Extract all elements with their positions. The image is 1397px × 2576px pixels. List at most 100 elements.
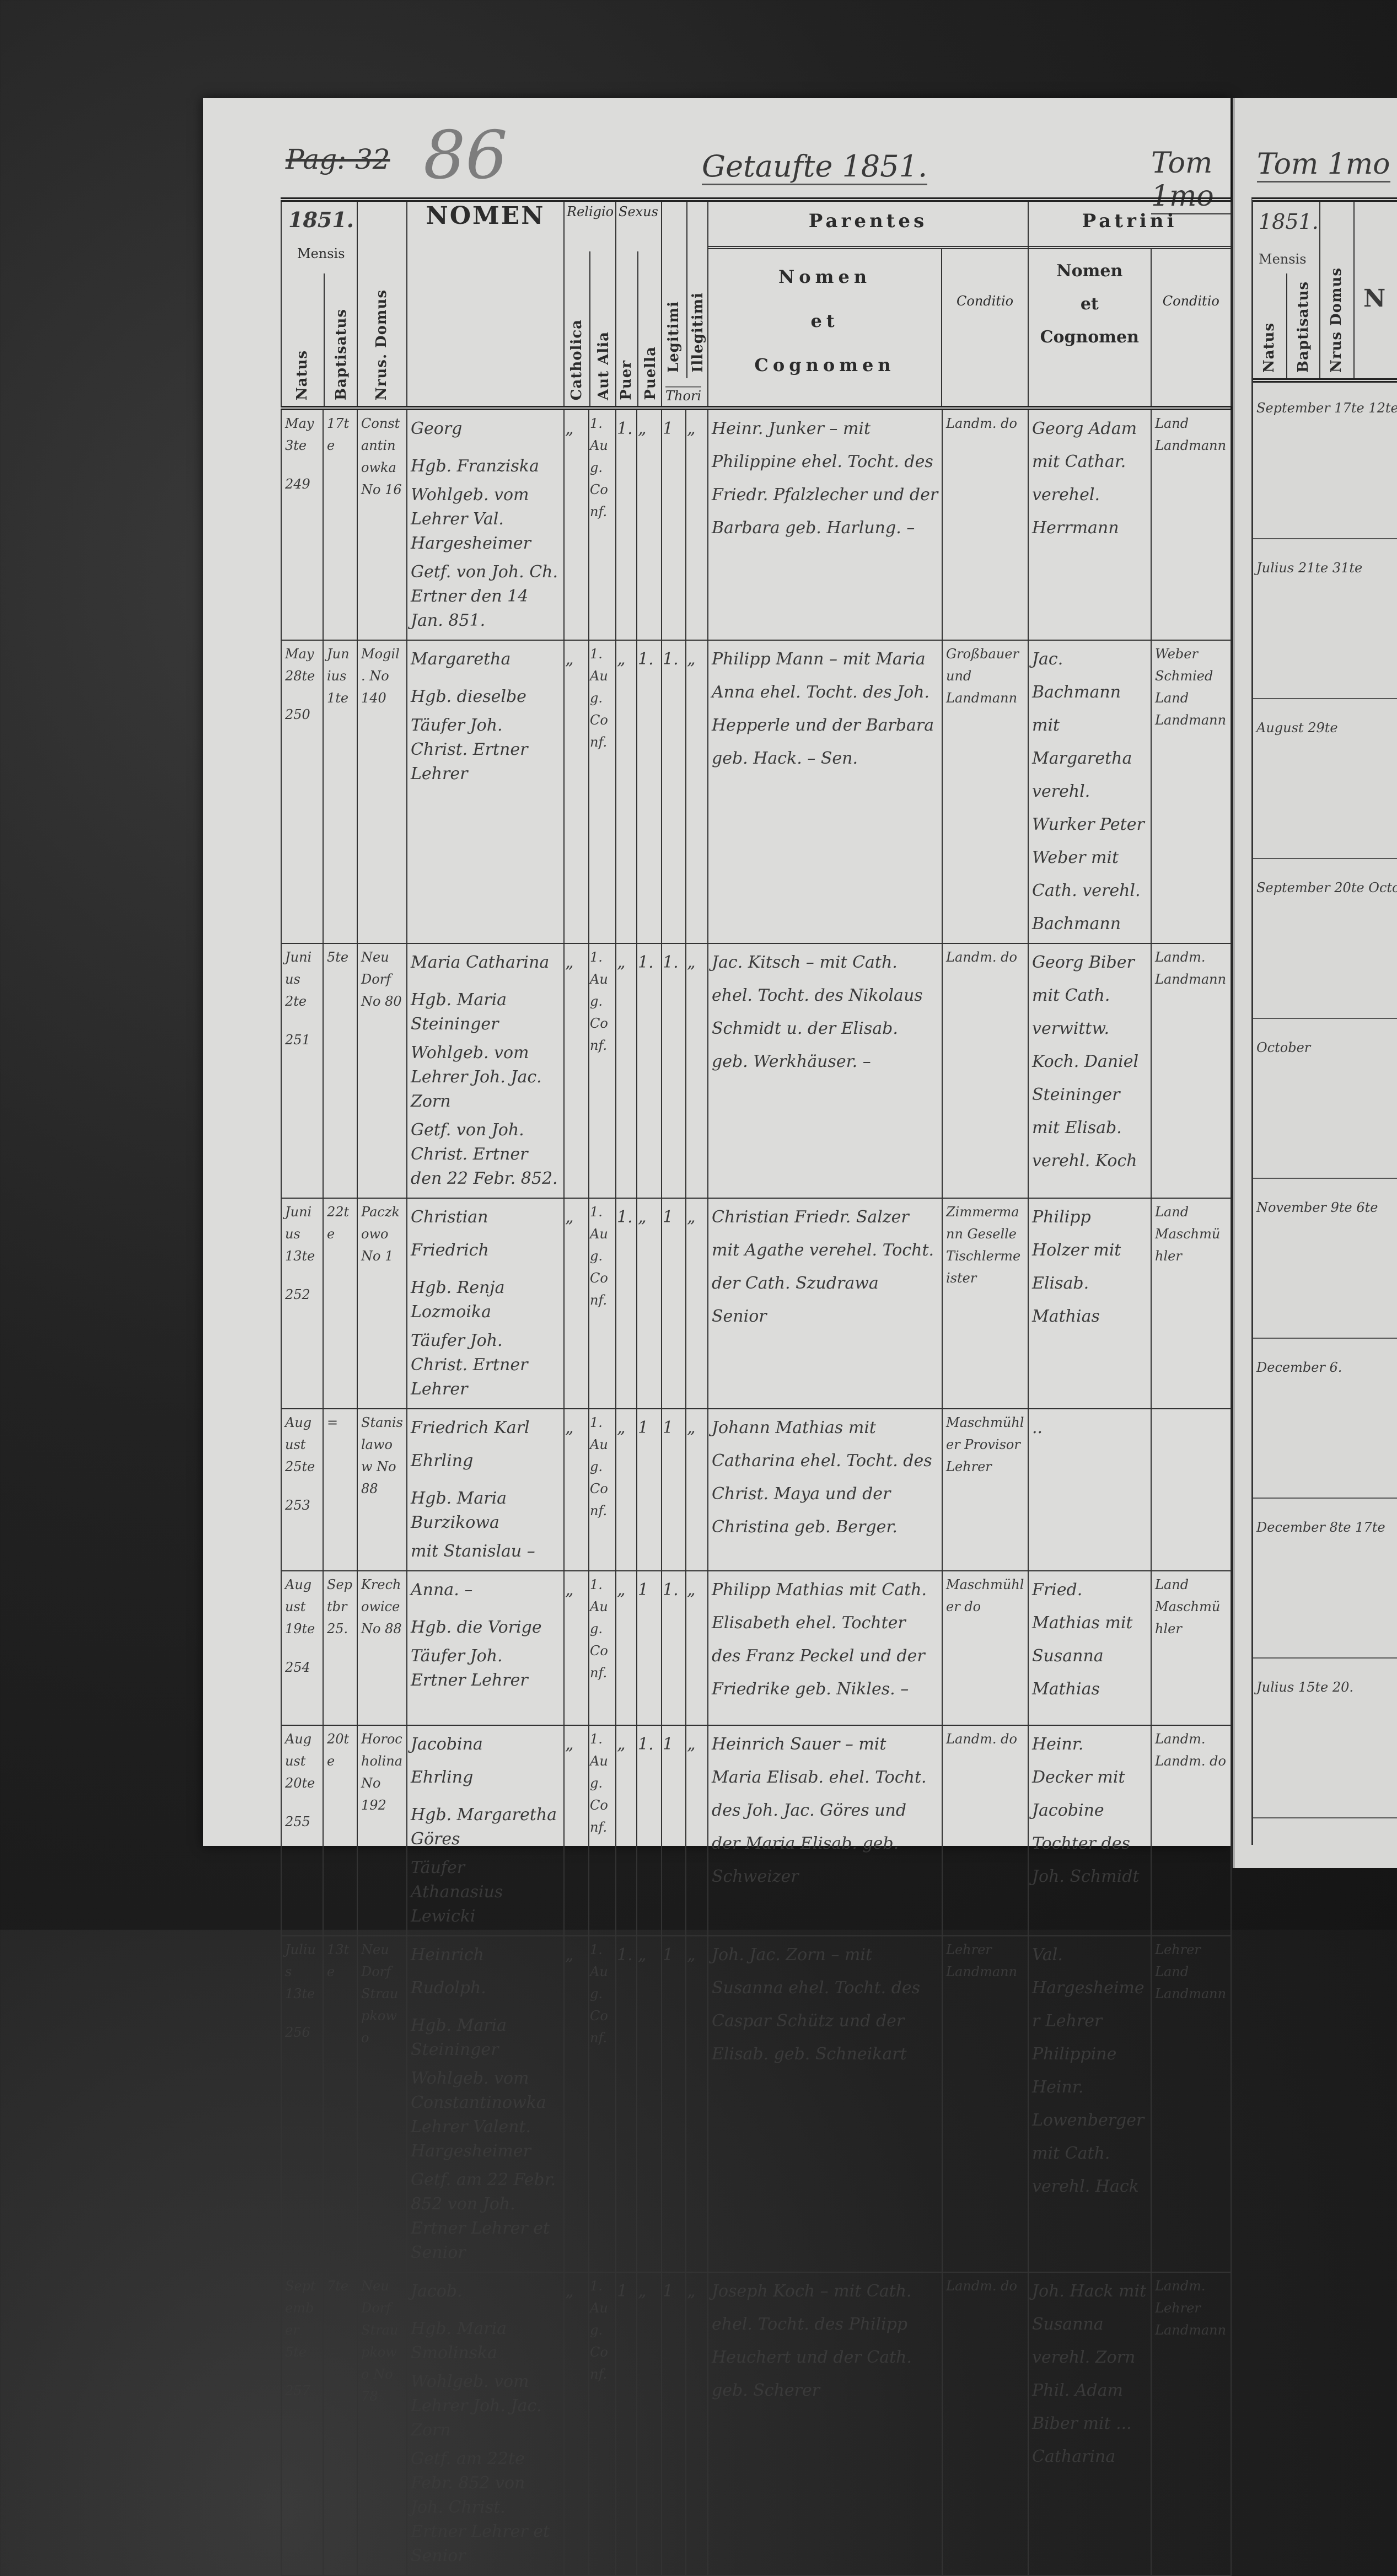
table-row: September 5te 257 7te Neu Dorf Straupkowo N… xyxy=(281,2272,1232,2576)
entry-note: Hgb. Margaretha Göres xyxy=(411,1805,557,1849)
child-name: Ehrling xyxy=(411,1768,474,1787)
entry-note: Täufer Athanasius Lewicki xyxy=(411,1858,503,1926)
nomen-cell: Friedrich Karl Ehrling Hgb. Maria Burzikow… xyxy=(406,1408,565,1571)
entry-number: 256 xyxy=(285,2025,310,2040)
natus-cell: September 5te 257 xyxy=(281,2272,324,2576)
natus-date: Junius 13te xyxy=(285,1204,315,1264)
puella-cell: 1. xyxy=(636,640,662,944)
natus-date: August 19te xyxy=(285,1577,315,1636)
header-illegitimi: Illegitimi xyxy=(690,292,706,373)
entry-note: Hgb. Franziska xyxy=(411,457,539,476)
parentes-cell: Heinr. Junker – mit Philippine ehel. Toc… xyxy=(707,407,943,641)
header-patrini-nomen: Nomen et Cognomen xyxy=(1040,261,1139,347)
parentes-cell: Jac. Kitsch – mit Cath. ehel. Tocht. des… xyxy=(707,943,943,1199)
aut-alia-cell: 1. Aug. Conf. xyxy=(588,2272,616,2576)
natus-date: August 20te xyxy=(285,1731,315,1791)
row-divider xyxy=(1253,1018,1397,1019)
illegitimi-column-header: Illegitimi xyxy=(686,204,707,378)
catholica-cell: „ xyxy=(563,1935,589,2273)
puella-cell: „ xyxy=(636,1935,662,2273)
puella-column-header: Puella xyxy=(637,251,660,404)
header-patrini: Patrini Nomen et Cognomen Conditio xyxy=(1028,197,1232,410)
illegitimi-cell: „ xyxy=(685,640,708,944)
legitimi-cell: 1. xyxy=(661,640,686,944)
patrini-conditio-cell: Landm. Landm. do xyxy=(1151,1725,1232,1936)
header-thori: Legitimi Illegitimi Thori xyxy=(661,197,708,410)
legitimi-column-header: Legitimi xyxy=(663,204,686,378)
nomen-cell: Maria Catharina Hgb. Maria Steininger Wohl… xyxy=(406,943,565,1199)
child-name: Friedrich Karl xyxy=(411,1418,530,1437)
catholica-cell: „ xyxy=(563,1725,589,1936)
natus-date: May 3te xyxy=(285,416,314,453)
natus-date: Junius 2te xyxy=(285,949,312,1009)
baptisatus-cell: 5te xyxy=(323,943,358,1199)
right-header-baptisatus: Baptisatus xyxy=(1295,281,1312,373)
entry-notes: Hgb. Margaretha Göres Täufer Athanasius L… xyxy=(411,1803,560,1929)
entry-note: Hgb. Maria Steininger xyxy=(411,990,507,1034)
right-header-domus: Nrus Domus xyxy=(1328,267,1345,373)
patrini-conditio-cell: Land Maschmühler xyxy=(1151,1198,1232,1409)
child-name: Rudolph. xyxy=(411,1978,486,1998)
table-row: Julius 13te 256 13te Neu Dorf Straupkowo Hei… xyxy=(281,1935,1232,2273)
entry-note: Täufer Joh. Ertner Lehrer xyxy=(411,1646,528,1690)
row-divider xyxy=(1253,1657,1397,1659)
legitimi-cell: 1 xyxy=(661,407,686,641)
entry-number: 253 xyxy=(285,1498,310,1513)
baptisatus-cell: Junius 1te xyxy=(323,640,358,944)
header-natus: Natus xyxy=(294,350,310,400)
header-catholica: Catholica xyxy=(568,319,585,400)
natus-cell: August 20te 255 xyxy=(281,1725,324,1936)
register-page-right-partial: Tom 1mo 1851. Mensis Natus Baptisatus Nr… xyxy=(1233,98,1397,1868)
patrini-cell: Georg Adam mit Cathar. verehel. Herrmann xyxy=(1028,407,1152,641)
natus-cell: August 25te 253 xyxy=(281,1408,324,1571)
catholica-cell: „ xyxy=(563,1198,589,1409)
header-baptisatus: Baptisatus xyxy=(333,309,350,400)
entry-notes: Hgb. dieselbe Täufer Joh. Christ. Ertner … xyxy=(411,685,560,786)
entry-note: Getf. von Joh. Christ. Ertner den 22 Feb… xyxy=(411,1120,558,1188)
right-row-date: August 29te xyxy=(1256,720,1338,736)
header-parentes-nomen: Nomen et Cognomen xyxy=(754,266,895,375)
catholica-column-header: Catholica xyxy=(565,251,589,404)
right-row-date: September 17te 12te xyxy=(1256,400,1397,416)
entry-note: Getf. am 22 Febr. 852 von Joh. Ertner Le… xyxy=(411,2170,556,2262)
entry-number: 254 xyxy=(285,1660,310,1675)
illegitimi-cell: „ xyxy=(685,943,708,1199)
page-title: Getaufte 1851. xyxy=(702,149,928,185)
table-row: August 25te 253 = Stanislawow No 88 Friedric… xyxy=(281,1408,1232,1571)
aut-alia-column-header: Aut Alia xyxy=(589,251,615,404)
puer-cell: 1 xyxy=(615,2272,637,2576)
child-name: Heinrich xyxy=(411,1945,484,1965)
legitimi-cell: 1 xyxy=(661,2272,686,2576)
aut-alia-cell: 1. Aug. Conf. xyxy=(588,407,616,641)
right-header-natus: Natus xyxy=(1261,322,1277,373)
natus-date: May 28te xyxy=(285,646,315,684)
header-sexus-label: Sexus xyxy=(619,204,658,219)
patrini-cell: Heinr. Decker mit Jacobine Tochter des J… xyxy=(1028,1725,1152,1936)
table-row: Junius 2te 251 5te Neu Dorf No 80 Maria Cath… xyxy=(281,943,1232,1199)
domus-cell: Constantinowka No 16 xyxy=(357,407,407,641)
puer-column-header: Puer xyxy=(617,251,637,404)
puella-cell: 1. xyxy=(636,943,662,1199)
patrini-conditio-cell: Land Landmann xyxy=(1151,407,1232,641)
entry-notes: Hgb. Maria Burzikowa mit Stanislau – xyxy=(411,1486,560,1564)
entry-note: Getf. von Joh. Ch. Ertner den 14 Jan. 85… xyxy=(411,562,558,630)
child-name: Ehrling xyxy=(411,1451,474,1471)
row-divider xyxy=(1253,858,1397,859)
table-row: August 20te 255 20te Horocholina No 192 Jaco… xyxy=(281,1725,1232,1936)
puer-cell: „ xyxy=(615,943,637,1199)
child-name: Jacob. xyxy=(411,2282,463,2301)
puer-cell: „ xyxy=(615,1725,637,1936)
patrini-cell: Philipp Holzer mit Elisab. Mathias xyxy=(1028,1198,1152,1409)
row-divider xyxy=(1253,1338,1397,1339)
header-religio-label: Religio xyxy=(567,204,614,219)
parentes-conditio-cell: Zimmermann Geselle Tischlermeister xyxy=(942,1198,1029,1409)
illegitimi-cell: „ xyxy=(685,2272,708,2576)
entry-note: Wohlgeb. vom Lehrer Joh. Jac. Zorn xyxy=(411,1043,542,1111)
row-divider xyxy=(1253,1498,1397,1499)
entry-note: Hgb. Renja Lozmoika xyxy=(411,1278,505,1322)
domus-cell: Horocholina No 192 xyxy=(357,1725,407,1936)
parentes-cell: Johann Mathias mit Catharina ehel. Tocht… xyxy=(707,1408,943,1571)
table-row: May 28te 250 Junius 1te Mogil. No 140 Margar… xyxy=(281,640,1232,944)
header-puella: Puella xyxy=(642,346,659,400)
natus-cell: Junius 2te 251 xyxy=(281,943,324,1199)
